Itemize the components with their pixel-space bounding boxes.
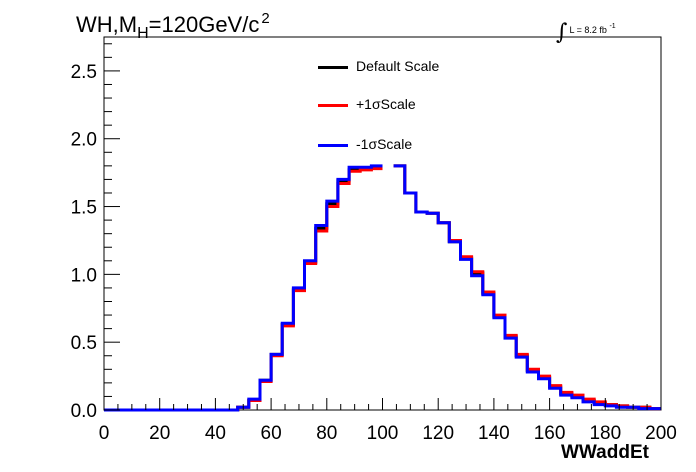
x-tick-label: 140	[478, 423, 510, 444]
chart-title-rest: =120GeV/c	[148, 12, 260, 37]
legend-item-minus1sigma: -1σScale	[318, 134, 518, 154]
y-tick-label: 0.5	[71, 333, 97, 354]
x-tick-label: 60	[261, 423, 282, 444]
y-tick-label: 2.5	[71, 62, 97, 83]
x-tick-label: 0	[99, 423, 110, 444]
y-tick-label: 0.0	[71, 401, 97, 422]
y-tick-label: 1.0	[71, 265, 97, 286]
legend-label-minus1sigma: -1σScale	[356, 136, 413, 152]
chart-title: WH,MH=120GeV/c 2	[76, 10, 270, 42]
luminosity-unit-superscript: -1	[609, 23, 616, 30]
chart-title-superscript: 2	[261, 10, 270, 27]
x-tick-label: 80	[316, 423, 337, 444]
x-tick-label: 100	[367, 423, 399, 444]
y-tick-label: 2.0	[71, 130, 97, 151]
legend-label-plus1sigma: +1σScale	[356, 96, 416, 112]
x-tick-label: 200	[645, 423, 677, 444]
series-line-2	[104, 164, 661, 412]
legend-line-minus1sigma	[318, 144, 348, 147]
luminosity-label: ∫ L = 8.2 fb -1	[556, 14, 616, 45]
integral-symbol: ∫	[556, 20, 568, 45]
plot-frame	[103, 36, 662, 411]
x-tick-label: 120	[422, 423, 454, 444]
legend-item-default: Default Scale	[318, 56, 518, 76]
x-tick-label: 180	[589, 423, 621, 444]
x-axis-label: WWaddEt	[561, 442, 649, 463]
legend-item-plus1sigma: +1σScale	[318, 94, 518, 114]
y-tick-label: 1.5	[71, 198, 97, 219]
legend-label-default: Default Scale	[356, 58, 440, 74]
x-tick-label: 40	[205, 423, 226, 444]
series-line-0	[104, 164, 661, 412]
x-tick-label: 160	[534, 423, 566, 444]
series-line-1	[104, 164, 661, 412]
chart-title-main: WH,M	[76, 12, 138, 37]
chart-title-subscript: H	[137, 25, 149, 42]
luminosity-text: L = 8.2 fb	[569, 25, 607, 35]
legend-line-plus1sigma	[318, 104, 348, 107]
legend-line-default	[318, 66, 348, 69]
x-tick-label: 20	[149, 423, 170, 444]
